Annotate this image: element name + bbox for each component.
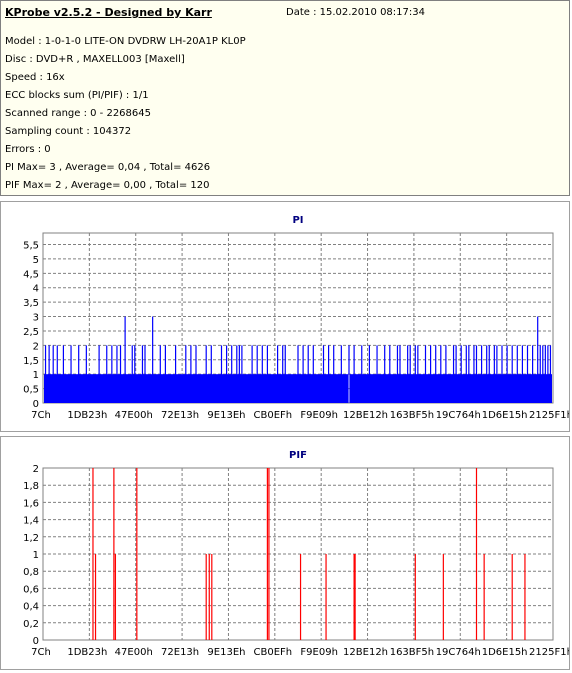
y-tick-label: 0,8	[23, 567, 39, 578]
y-tick-label: 4,5	[23, 269, 39, 280]
pif-chart: PIF 0 0,2 0,4 0,6 0,8 1 1,2 1,4 1,6 1,8 2 7Ch 1DB23h 4…	[23, 450, 572, 658]
info-model: Model : 1-0-1-0 LITE-ON DVDRW LH-20A1P K…	[5, 36, 246, 47]
x-tick-label: 12BE12h	[343, 410, 388, 421]
x-tick-label: 47E00h	[115, 410, 153, 421]
info-disc: Disc : DVD+R , MAXELL003 [Maxell]	[5, 54, 185, 65]
x-tick-label: 163BF5h	[390, 410, 434, 421]
y-tick-label: 2	[33, 341, 39, 352]
x-tick-label: F9E09h	[300, 410, 338, 421]
x-tick-label: 7Ch	[31, 647, 51, 658]
x-tick-label: 2125F1h	[529, 410, 569, 421]
info-sampling-count: Sampling count : 104372	[5, 126, 132, 137]
x-tick-label: 163BF5h	[390, 647, 434, 658]
pi-chart: PI 0 0,5 1 1,5 2 2,5 3 3,5 4 4,5 5 5,5 7Ch 1DB23h 47E00…	[23, 215, 572, 421]
chart-title: PI	[292, 215, 303, 226]
x-tick-label: 9E13Eh	[207, 410, 245, 421]
x-tick-label: 1DB23h	[67, 410, 107, 421]
y-tick-label: 1	[33, 550, 39, 561]
pi-chart-panel: PI 0 0,5 1 1,5 2 2,5 3 3,5 4 4,5 5 5,5 7Ch 1DB23h 47E00…	[0, 201, 572, 432]
scan-date: Date : 15.02.2010 08:17:34	[286, 7, 425, 18]
x-tick-label: 19C764h	[436, 410, 481, 421]
x-tick-label: 1DB23h	[67, 647, 107, 658]
y-tick-label: 1	[33, 370, 39, 381]
y-tick-label: 5	[33, 255, 39, 266]
info-pif-stats: PIF Max= 2 , Average= 0,00 , Total= 120	[5, 180, 210, 191]
y-tick-label: 2,5	[23, 327, 39, 338]
y-tick-label: 4	[33, 284, 39, 295]
info-ecc-sum: ECC blocks sum (PI/PIF) : 1/1	[5, 90, 149, 101]
y-tick-label: 5,5	[23, 241, 39, 252]
x-tick-label: 1D6E15h	[482, 410, 528, 421]
x-tick-label: 7Ch	[31, 410, 51, 421]
x-tick-label: CB0EFh	[254, 410, 293, 421]
x-tick-label: 2125F1h	[529, 647, 569, 658]
x-tick-label: 72E13h	[161, 647, 199, 658]
y-tick-label: 0,4	[23, 602, 39, 613]
y-tick-label: 2	[33, 464, 39, 475]
x-tick-label: 19C764h	[436, 647, 481, 658]
y-tick-label: 0,2	[23, 619, 39, 630]
info-pi-stats: PI Max= 3 , Average= 0,04 , Total= 4626	[5, 162, 211, 173]
x-tick-label: 72E13h	[161, 410, 199, 421]
baseline-bar-block	[350, 374, 552, 403]
x-tick-label: 9E13Eh	[207, 647, 245, 658]
y-tick-label: 1,6	[23, 498, 39, 509]
y-tick-label: 0,5	[23, 385, 39, 396]
y-tick-label: 1,2	[23, 533, 39, 544]
x-tick-label: CB0EFh	[254, 647, 293, 658]
x-tick-label: 12BE12h	[343, 647, 388, 658]
app-title: KProbe v2.5.2 - Designed by Karr	[5, 6, 212, 19]
y-tick-label: 1,5	[23, 356, 39, 367]
y-tick-label: 3,5	[23, 298, 39, 309]
y-tick-label: 0,6	[23, 584, 39, 595]
y-tick-label: 1,8	[23, 481, 39, 492]
chart-title: PIF	[289, 450, 307, 461]
x-tick-label: 1D6E15h	[482, 647, 528, 658]
y-tick-label: 0	[33, 399, 39, 410]
y-tick-label: 0	[33, 636, 39, 647]
y-tick-label: 3	[33, 313, 39, 324]
info-panel: KProbe v2.5.2 - Designed by Karr Date : …	[0, 0, 570, 196]
info-scanned-range: Scanned range : 0 - 2268645	[5, 108, 151, 119]
y-tick-label: 1,4	[23, 516, 39, 527]
info-speed: Speed : 16x	[5, 72, 65, 83]
x-tick-label: F9E09h	[300, 647, 338, 658]
pif-chart-panel: PIF 0 0,2 0,4 0,6 0,8 1 1,2 1,4 1,6 1,8 2 7Ch 1DB23h 4…	[0, 436, 572, 670]
x-tick-label: 47E00h	[115, 647, 153, 658]
info-errors: Errors : 0	[5, 144, 51, 155]
